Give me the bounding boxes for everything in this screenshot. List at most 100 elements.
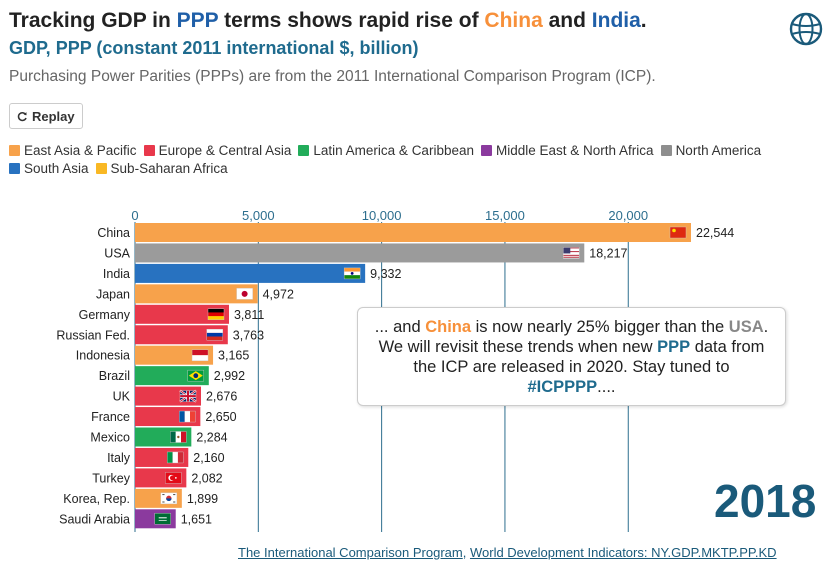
legend-item[interactable]: Sub-Saharan Africa xyxy=(95,160,228,176)
callout-text: is now nearly 25% bigger than the xyxy=(471,318,729,336)
x-tick-label: 20,000 xyxy=(608,208,648,223)
annotation-callout: ... and China is now nearly 25% bigger t… xyxy=(357,307,786,406)
indonesia-flag-icon xyxy=(191,349,209,361)
category-label: France xyxy=(91,410,130,424)
value-label: 2,992 xyxy=(214,369,245,383)
mexico-flag-icon xyxy=(170,431,187,443)
chart-description: Purchasing Power Parities (PPPs) are fro… xyxy=(9,68,656,85)
callout-text: .... xyxy=(597,378,616,396)
korea-flag-icon xyxy=(160,492,178,505)
uk-flag-icon xyxy=(179,389,197,403)
legend-label: Europe & Central Asia xyxy=(158,142,292,158)
bar xyxy=(135,263,366,283)
legend-item[interactable]: Latin America & Caribbean xyxy=(298,143,474,158)
france-flag-icon xyxy=(179,410,196,423)
bar xyxy=(135,304,229,324)
legend-row: South Asia Sub-Saharan Africa xyxy=(9,159,819,177)
category-label: Mexico xyxy=(90,431,130,445)
india-flag-icon xyxy=(343,267,361,280)
callout-text: #ICPPPP xyxy=(527,378,598,396)
category-label: China xyxy=(97,226,130,240)
chart-title: Tracking GDP in PPP terms shows rapid ri… xyxy=(9,9,647,32)
category-label: Japan xyxy=(96,287,130,301)
category-label: India xyxy=(103,267,130,281)
turkey-flag-icon xyxy=(165,472,182,484)
legend-item[interactable]: North America xyxy=(660,143,761,158)
source-line: The International Comparison Program, Wo… xyxy=(238,545,777,560)
legend-label: East Asia & Pacific xyxy=(24,142,137,158)
bar xyxy=(135,325,228,345)
value-label: 18,217 xyxy=(589,246,627,260)
x-tick-label: 15,000 xyxy=(485,208,525,223)
value-label: 2,284 xyxy=(196,431,227,445)
year-label: 2018 xyxy=(714,475,817,527)
x-tick-label: 10,000 xyxy=(362,208,402,223)
category-label: Brazil xyxy=(99,369,130,383)
legend-item[interactable]: South Asia xyxy=(9,161,89,176)
callout-text: PPP xyxy=(657,338,691,356)
bar xyxy=(135,223,691,242)
legend-swatch xyxy=(298,144,310,156)
legend-swatch xyxy=(9,162,20,174)
callout-text: ... and xyxy=(374,318,426,336)
value-label: 3,165 xyxy=(218,349,249,363)
value-label: 1,651 xyxy=(181,512,212,526)
wdi-source-link[interactable]: World Development Indicators: NY.GDP.MKT… xyxy=(469,545,777,560)
legend-swatch xyxy=(143,144,155,156)
value-label: 9,332 xyxy=(370,267,401,281)
saudi-arabia-flag-icon xyxy=(154,513,171,525)
legend-item[interactable]: East Asia & Pacific xyxy=(9,143,137,158)
category-label: Russian Fed. xyxy=(56,328,130,342)
legend-label: Middle East & North Africa xyxy=(495,142,654,158)
value-label: 22,544 xyxy=(696,226,734,240)
bar xyxy=(135,284,258,304)
legend-swatch xyxy=(9,144,20,156)
category-label: USA xyxy=(104,246,130,260)
x-tick-label: 0 xyxy=(131,208,138,223)
legend-row: East Asia & Pacific Europe & Central Asia… xyxy=(9,141,819,159)
value-label: 2,650 xyxy=(205,410,236,424)
category-label: UK xyxy=(113,390,131,404)
value-label: 4,972 xyxy=(263,287,294,301)
brazil-flag-icon xyxy=(187,369,204,382)
category-label: Germany xyxy=(79,308,131,322)
legend-swatch xyxy=(660,144,672,156)
category-label: Turkey xyxy=(92,471,130,485)
legend-label: Sub-Saharan Africa xyxy=(110,160,228,176)
russia-flag-icon xyxy=(206,329,224,341)
icp-source-link[interactable]: The International Comparison Program xyxy=(238,545,463,560)
legend-label: Latin America & Caribbean xyxy=(313,142,474,158)
china-flag-icon xyxy=(669,226,687,239)
legend-swatch xyxy=(95,162,107,174)
legend-item[interactable]: Europe & Central Asia xyxy=(143,142,292,158)
replay-button[interactable]: Replay xyxy=(9,103,83,129)
world-bank-globe-icon[interactable] xyxy=(789,12,823,46)
chart-subtitle: GDP, PPP (constant 2011 international $,… xyxy=(9,38,419,58)
usa-flag-icon xyxy=(563,247,580,259)
x-tick-label: 5,000 xyxy=(242,208,275,223)
value-label: 1,899 xyxy=(187,492,218,506)
value-label: 2,160 xyxy=(193,451,224,465)
bar-chart: 0 5,000 10,000 15,000 20,000 China 22,544 USA 18… xyxy=(56,208,734,532)
bar xyxy=(135,243,585,263)
value-label: 3,763 xyxy=(233,328,264,342)
category-label: Indonesia xyxy=(76,349,130,363)
replay-label: Replay xyxy=(32,108,75,124)
value-label: 2,676 xyxy=(206,390,237,404)
callout-text: USA xyxy=(728,318,764,336)
value-label: 2,082 xyxy=(191,471,222,485)
legend-swatch xyxy=(480,144,492,156)
germany-flag-icon xyxy=(207,308,225,321)
callout-text: data from the ICP are released in 2020. … xyxy=(413,338,765,376)
legend-item[interactable]: Middle East & North Africa xyxy=(480,142,654,158)
callout-text: China xyxy=(425,318,472,336)
replay-icon xyxy=(17,111,27,121)
italy-flag-icon xyxy=(167,451,184,464)
legend-label: South Asia xyxy=(24,160,89,176)
legend: East Asia & Pacific Europe & Central Asia… xyxy=(9,141,819,177)
category-label: Korea, Rep. xyxy=(63,492,130,506)
category-label: Italy xyxy=(107,451,131,465)
callout-text: . We will revisit these trends when new xyxy=(378,318,769,356)
value-label: 3,811 xyxy=(234,308,264,322)
category-label: Saudi Arabia xyxy=(59,512,130,526)
